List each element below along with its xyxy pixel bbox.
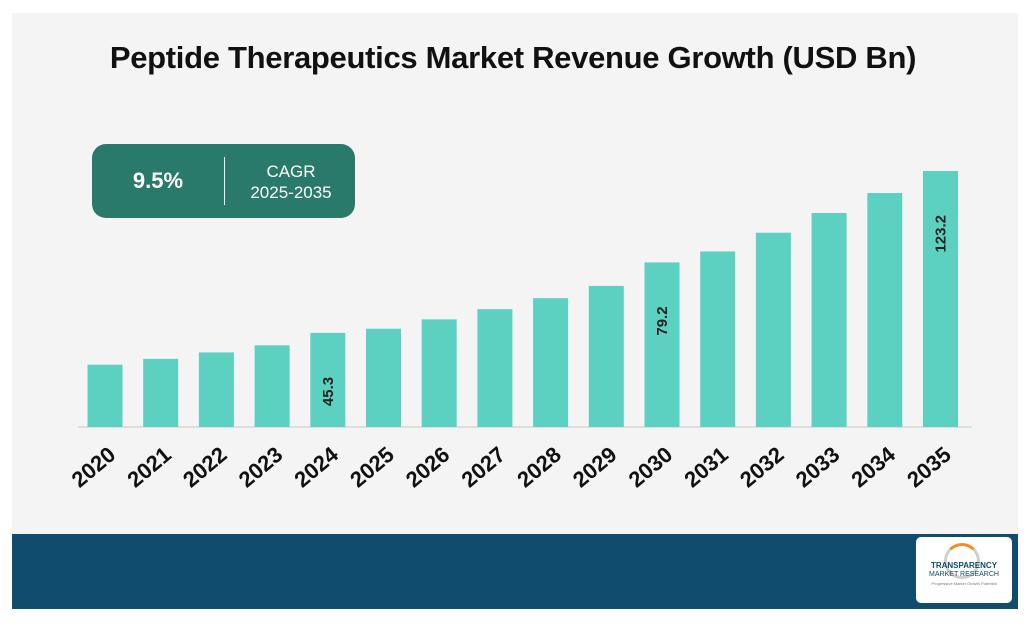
x-tick-label-2020: 2020 [67, 442, 121, 493]
x-tick-label-2032: 2032 [735, 442, 789, 493]
logo-text-primary: TRANSPARENCY [930, 561, 998, 570]
x-tick-label-2021: 2021 [122, 442, 176, 493]
cagr-badge: 9.5% CAGR 2025-2035 [92, 144, 355, 218]
x-tick-label-2030: 2030 [624, 442, 678, 493]
x-tick-label-2023: 2023 [234, 442, 288, 493]
bar-2020 [87, 364, 123, 427]
data-label-2030: 79.2 [654, 306, 671, 335]
bar-2025 [366, 328, 401, 427]
logo-arrow-icon [944, 543, 980, 579]
x-tick-label-2034: 2034 [846, 441, 900, 492]
x-tick-label-2027: 2027 [457, 442, 511, 493]
bar-2030 [644, 262, 680, 427]
logo-text-secondary: MARKET RESEARCH [929, 571, 999, 578]
bar-2028 [533, 298, 569, 427]
bar-2023 [254, 345, 290, 427]
x-tick-label-2028: 2028 [512, 442, 566, 493]
chart-panel [12, 13, 1018, 534]
chart-title: Peptide Therapeutics Market Revenue Grow… [109, 40, 917, 75]
bar-2033 [811, 212, 847, 427]
footer-band [12, 534, 1018, 609]
x-tick-label-2024: 2024 [289, 441, 343, 492]
bar-2029 [588, 285, 624, 427]
cagr-label: CAGR [266, 162, 316, 181]
cagr-period: 2025-2035 [250, 183, 332, 202]
x-tick-label-2025: 2025 [345, 442, 399, 493]
x-tick-label-2026: 2026 [401, 442, 455, 493]
cagr-caption: CAGR 2025-2035 [232, 161, 350, 203]
bar-2021 [143, 358, 179, 427]
x-tick-label-2033: 2033 [791, 442, 845, 493]
bar-2031 [700, 251, 736, 427]
bar-2035 [923, 171, 958, 427]
logo-tagline: Progressive Market Growth Potential [931, 581, 997, 586]
transparency-market-research-logo: TRANSPARENCY MARKET RESEARCH Progressive… [916, 537, 1012, 603]
x-tick-label-2031: 2031 [679, 442, 733, 493]
x-tick-label-2022: 2022 [178, 442, 232, 493]
bar-2024 [310, 332, 346, 427]
bar-2027 [477, 309, 513, 427]
data-label-2024: 45.3 [320, 377, 337, 406]
bar-2032 [755, 232, 791, 427]
bar-2026 [421, 319, 457, 427]
data-label-2035: 123.2 [933, 215, 950, 253]
x-tick-label-2035: 2035 [902, 442, 956, 493]
cagr-value: 9.5% [132, 168, 184, 193]
x-tick-label-2029: 2029 [568, 442, 622, 493]
cagr-divider [224, 157, 225, 205]
bar-2022 [198, 352, 234, 427]
bar-2034 [867, 193, 903, 427]
